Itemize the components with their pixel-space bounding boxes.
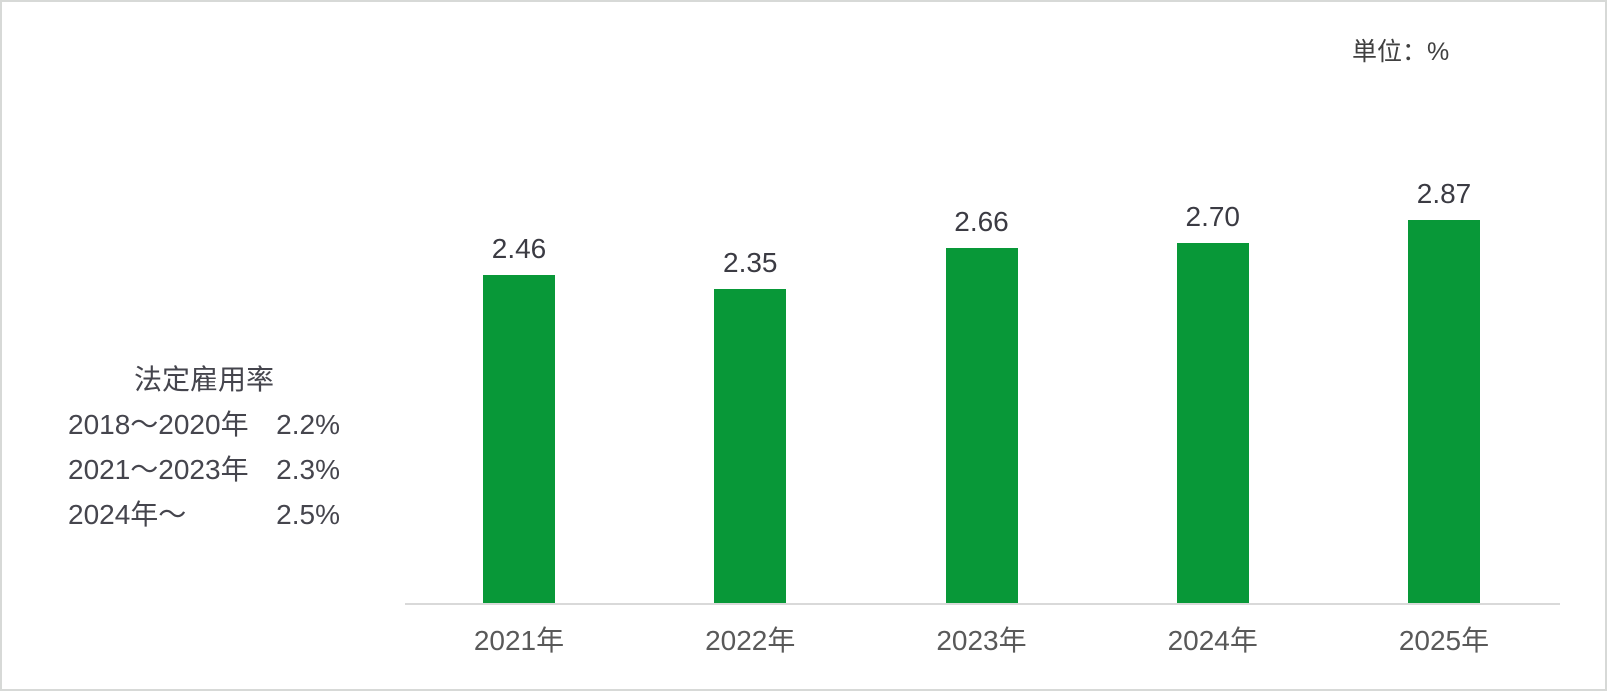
bar-value-label: 2.66 [954,206,1009,237]
bar-value-label: 2.35 [723,247,778,278]
legend-rate: 2.5% [276,499,340,530]
bar-2023年 [945,248,1018,603]
bar-value-label: 2.46 [491,233,547,264]
bar-2024年 [1176,243,1249,603]
legend-rate: 2.2% [276,409,340,440]
legend-title: 法定雇用率 [133,364,274,395]
legend-range: 2018〜2020年 [68,409,249,440]
unit-label: 単位：% [1352,38,1450,66]
x-axis-tick-label: 2024年 [1167,625,1258,656]
bar-2025年 [1408,220,1480,603]
bar-2021年 [483,275,555,603]
legend-rate: 2.3% [276,454,340,485]
x-axis-tick-label: 2023年 [936,625,1027,656]
bar-value-label: 2.87 [1416,178,1472,209]
x-axis-tick-label: 2022年 [705,625,796,656]
bar-value-label: 2.70 [1185,201,1241,232]
legend-box: 法定雇用率 2018〜2020年 2.2% 2021〜2023年 2.3% 2024年〜… [68,364,340,544]
x-axis-tick-label: 2021年 [473,625,565,656]
x-axis-tick-label: 2025年 [1398,625,1490,656]
legend-range: 2024年〜 [68,499,187,530]
legend-row: 2024年〜 2.5% [68,499,340,531]
legend-row: 2021〜2023年 2.3% [68,454,340,486]
x-axis-line [405,603,1560,605]
legend-row: 2018〜2020年 2.2% [68,409,340,441]
bar-2022年 [714,289,787,603]
legend-range: 2021〜2023年 [68,454,249,485]
